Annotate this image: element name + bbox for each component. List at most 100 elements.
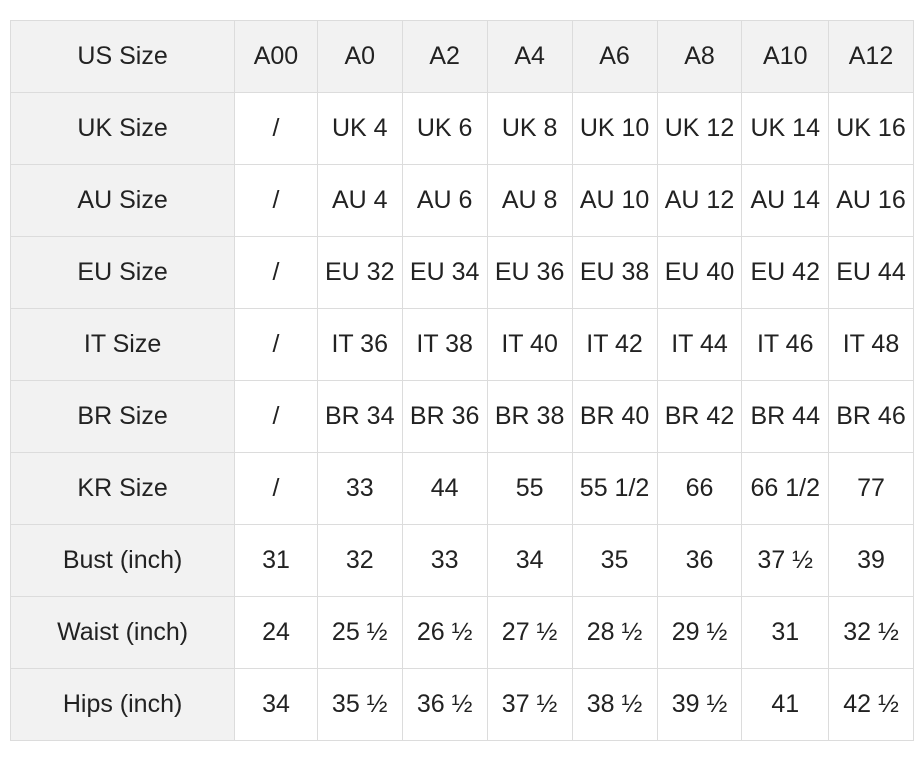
table-row: EU Size / EU 32 EU 34 EU 36 EU 38 EU 40 EU 42 EU… bbox=[9, 236, 914, 309]
table-row: Bust (inch) 31 32 33 34 35 36 37 ½ 39 bbox=[9, 524, 914, 597]
table-cell: / bbox=[234, 308, 318, 381]
table-cell: UK 10 bbox=[571, 92, 658, 165]
table-cell: 32 ½ bbox=[827, 596, 914, 669]
table-row: US Size A00 A0 A2 A4 A6 A8 A10 A12 bbox=[9, 20, 914, 93]
table-cell: UK 12 bbox=[656, 92, 743, 165]
table-cell: 35 ½ bbox=[316, 668, 403, 741]
table-cell: AU 4 bbox=[316, 164, 403, 237]
table-cell: 39 bbox=[827, 524, 914, 597]
table-cell: IT 44 bbox=[656, 308, 743, 381]
table-cell: 66 bbox=[656, 452, 743, 525]
table-cell: 55 1/2 bbox=[571, 452, 658, 525]
table-cell: IT 38 bbox=[401, 308, 488, 381]
table-cell: 29 ½ bbox=[656, 596, 743, 669]
table-cell: UK 8 bbox=[486, 92, 573, 165]
table-cell: 36 ½ bbox=[401, 668, 488, 741]
table-cell: UK 6 bbox=[401, 92, 488, 165]
header-cell: A2 bbox=[401, 20, 488, 93]
table-cell: BR 42 bbox=[656, 380, 743, 453]
table-row: Hips (inch) 34 35 ½ 36 ½ 37 ½ 38 ½ 39 ½ 41 42 ½ bbox=[9, 668, 914, 741]
table-cell: / bbox=[234, 236, 318, 309]
row-label: BR Size bbox=[9, 380, 236, 453]
table-cell: 41 bbox=[741, 668, 829, 741]
table-cell: 27 ½ bbox=[486, 596, 573, 669]
table-row: UK Size / UK 4 UK 6 UK 8 UK 10 UK 12 UK 14 UK 16 bbox=[9, 92, 914, 165]
table-cell: BR 46 bbox=[827, 380, 914, 453]
table-row: BR Size / BR 34 BR 36 BR 38 BR 40 BR 42 BR 44 BR… bbox=[9, 380, 914, 453]
row-label: Hips (inch) bbox=[9, 668, 236, 741]
table-cell: 36 bbox=[656, 524, 743, 597]
header-cell: A0 bbox=[316, 20, 403, 93]
table-cell: 24 bbox=[234, 596, 318, 669]
header-cell: A4 bbox=[486, 20, 573, 93]
table-row: AU Size / AU 4 AU 6 AU 8 AU 10 AU 12 AU 14 AU 16 bbox=[9, 164, 914, 237]
table-cell: 28 ½ bbox=[571, 596, 658, 669]
table-cell: 25 ½ bbox=[316, 596, 403, 669]
header-cell: A12 bbox=[827, 20, 914, 93]
table-cell: EU 44 bbox=[827, 236, 914, 309]
table-cell: / bbox=[234, 452, 318, 525]
table-cell: 77 bbox=[827, 452, 914, 525]
table-cell: IT 36 bbox=[316, 308, 403, 381]
table-cell: 37 ½ bbox=[486, 668, 573, 741]
table-cell: AU 8 bbox=[486, 164, 573, 237]
table-cell: EU 32 bbox=[316, 236, 403, 309]
row-label: KR Size bbox=[9, 452, 236, 525]
table-cell: BR 40 bbox=[571, 380, 658, 453]
table-cell: 31 bbox=[741, 596, 829, 669]
table-row: Waist (inch) 24 25 ½ 26 ½ 27 ½ 28 ½ 29 ½ 31 32 ½ bbox=[9, 596, 914, 669]
table-cell: 39 ½ bbox=[656, 668, 743, 741]
table-cell: EU 38 bbox=[571, 236, 658, 309]
table-cell: / bbox=[234, 380, 318, 453]
table-cell: BR 44 bbox=[741, 380, 829, 453]
table-cell: AU 6 bbox=[401, 164, 488, 237]
table-cell: BR 38 bbox=[486, 380, 573, 453]
table-cell: 32 bbox=[316, 524, 403, 597]
table-cell: EU 34 bbox=[401, 236, 488, 309]
table-cell: UK 4 bbox=[316, 92, 403, 165]
table-cell: EU 42 bbox=[741, 236, 829, 309]
table-cell: 31 bbox=[234, 524, 318, 597]
table-cell: AU 16 bbox=[827, 164, 914, 237]
row-label: IT Size bbox=[9, 308, 236, 381]
row-label: UK Size bbox=[9, 92, 236, 165]
row-label: Bust (inch) bbox=[9, 524, 236, 597]
table-cell: 66 1/2 bbox=[741, 452, 829, 525]
row-label: AU Size bbox=[9, 164, 236, 237]
table-cell: IT 42 bbox=[571, 308, 658, 381]
table-cell: EU 36 bbox=[486, 236, 573, 309]
table-row: IT Size / IT 36 IT 38 IT 40 IT 42 IT 44 IT 46 IT… bbox=[9, 308, 914, 381]
table-cell: BR 36 bbox=[401, 380, 488, 453]
table-cell: 35 bbox=[571, 524, 658, 597]
table-cell: AU 10 bbox=[571, 164, 658, 237]
table-cell: BR 34 bbox=[316, 380, 403, 453]
table-cell: 44 bbox=[401, 452, 488, 525]
table-cell: 34 bbox=[486, 524, 573, 597]
table-cell: 38 ½ bbox=[571, 668, 658, 741]
header-cell: A6 bbox=[571, 20, 658, 93]
header-cell: A10 bbox=[741, 20, 829, 93]
header-cell: A8 bbox=[656, 20, 743, 93]
table-cell: 42 ½ bbox=[827, 668, 914, 741]
header-cell: A00 bbox=[234, 20, 318, 93]
table-cell: 26 ½ bbox=[401, 596, 488, 669]
table-cell: EU 40 bbox=[656, 236, 743, 309]
table-cell: 55 bbox=[486, 452, 573, 525]
row-label: Waist (inch) bbox=[9, 596, 236, 669]
table-cell: IT 46 bbox=[741, 308, 829, 381]
table-cell: UK 14 bbox=[741, 92, 829, 165]
table-cell: / bbox=[234, 92, 318, 165]
table-cell: 33 bbox=[316, 452, 403, 525]
row-label: EU Size bbox=[9, 236, 236, 309]
table-cell: 37 ½ bbox=[741, 524, 829, 597]
table-cell: 33 bbox=[401, 524, 488, 597]
header-cell: US Size bbox=[9, 20, 236, 93]
table-row: KR Size/33 44 55 55 1/2 66 66 1/2 77 bbox=[9, 452, 914, 525]
table-cell: AU 12 bbox=[656, 164, 743, 237]
size-table: US Size A00 A0 A2 A4 A6 A8 A10 A12 UK Size / UK 4 UK… bbox=[9, 20, 914, 741]
table-cell: 34 bbox=[234, 668, 318, 741]
table-cell: IT 40 bbox=[486, 308, 573, 381]
table-cell: / bbox=[234, 164, 318, 237]
table-cell: IT 48 bbox=[827, 308, 914, 381]
